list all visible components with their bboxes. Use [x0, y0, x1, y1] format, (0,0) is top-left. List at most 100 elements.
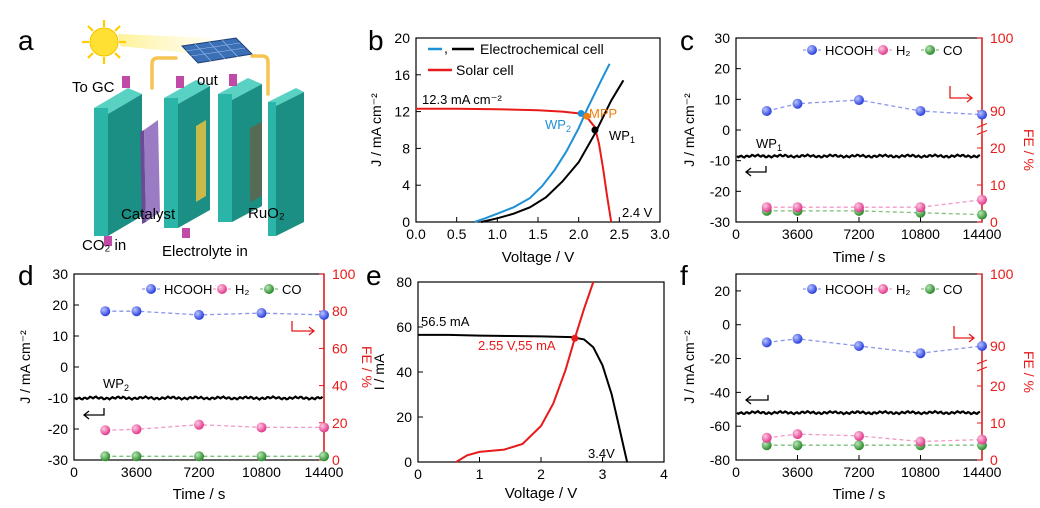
axes-d: 0 3600 7200 10800 14400 -30 -20 -10 0 10 20 30 0 20 40… — [48, 266, 356, 480]
panel-d-chart: d 0 3600 7200 10800 14400 -30 -20 -10 0 10 20 30 0 20… — [17, 260, 375, 503]
c-xtick-label: 3600 — [782, 226, 813, 242]
current-density-trace — [736, 409, 981, 416]
fe-point-hcooh — [131, 306, 142, 317]
d-r-ytick-label: 0 — [332, 452, 340, 468]
panel-label-c: c — [680, 25, 694, 56]
series-line — [416, 107, 613, 223]
series-b — [416, 63, 625, 223]
data-point — [591, 126, 599, 134]
axis-title-e-x: Voltage / V — [505, 485, 578, 502]
d-ytick-label: 30 — [52, 266, 68, 282]
f-xtick-label: 14400 — [963, 464, 1002, 480]
annotation-wp1: WP1 — [609, 128, 635, 145]
c-r-ytick-label: 0 — [990, 214, 998, 230]
fe-point-h2 — [761, 432, 772, 443]
axis-title-b-x: Voltage / V — [502, 249, 575, 266]
axis-title-e-y: I / mA — [371, 353, 387, 390]
f-ytick-label: 0 — [722, 317, 730, 333]
b-xtick-label: 1.0 — [488, 226, 508, 242]
fe-point-h2 — [100, 425, 111, 436]
panel-label-d: d — [18, 260, 34, 291]
f-r-ytick-label: 100 — [990, 266, 1014, 282]
f-ytick-label: -60 — [710, 418, 730, 434]
d-ytick-label: 0 — [60, 359, 68, 375]
c-ytick-label: -20 — [710, 183, 730, 199]
fe-point-co — [256, 451, 267, 462]
membrane-plate — [196, 120, 206, 202]
b-xtick-label: 0.0 — [406, 226, 426, 242]
axis-title-d-y-left: J / mA cm⁻² — [17, 330, 33, 404]
e-xtick-label: 3 — [599, 466, 607, 482]
fe-point-hcooh — [761, 337, 772, 348]
fe-point-hcooh — [319, 309, 329, 320]
f-legend-marker — [807, 284, 817, 294]
fe-point-hcooh — [854, 95, 864, 106]
current-density-trace — [74, 395, 324, 401]
fe-point-co — [854, 440, 864, 451]
axes-f: 0 3600 7200 10800 14400 -80 -60 -40 -20 0 20 0 10 20 9… — [710, 266, 1014, 480]
series-d: HCOOH H₂ CO — [74, 282, 329, 462]
panel-label-b: b — [368, 25, 384, 56]
d-legend-label: H₂ — [235, 282, 249, 297]
e-ytick-label: 60 — [396, 319, 412, 335]
fe-point-co — [977, 209, 987, 220]
f-legend-label: H₂ — [896, 282, 910, 297]
data-point — [571, 334, 579, 342]
axis-arrow-right — [291, 321, 316, 336]
fe-point-co — [131, 451, 142, 462]
fe-point-hcooh — [977, 341, 987, 351]
f-ytick-label: -40 — [710, 384, 730, 400]
c-ytick-label: 10 — [714, 91, 730, 107]
fe-point-hcooh — [915, 348, 926, 359]
f-xtick-label: 0 — [732, 464, 740, 480]
legend-separator: , — [444, 40, 448, 56]
d-r-ytick-label: 100 — [332, 266, 356, 282]
series-e — [418, 281, 629, 463]
fe-point-h2 — [854, 202, 864, 213]
fe-point-hcooh — [915, 106, 926, 116]
fe-point-h2 — [792, 202, 803, 213]
axis-title-f-y-right: FE / % — [1021, 351, 1037, 393]
plot-frame-e — [417, 281, 665, 463]
plot-frame-d — [73, 273, 325, 461]
fe-point-hcooh — [792, 333, 803, 344]
fe-point-h2 — [915, 202, 926, 213]
axes-b: 0.0 0.5 1.0 1.5 2.0 2.5 3.0 0 4 8 12 16 20 — [394, 30, 670, 242]
axis-title-c-y-left: J / mA cm⁻² — [681, 93, 697, 167]
fe-point-hcooh — [977, 109, 987, 120]
panel-f-chart: f 0 3600 7200 10800 14400 -80 -60 -40 -20 0 20 0 10 2… — [680, 260, 1037, 503]
c-r-ytick-label: 20 — [990, 140, 1006, 156]
d-xtick-label: 10800 — [242, 464, 281, 480]
fe-point-h2 — [194, 419, 204, 430]
fe-point-hcooh — [256, 308, 267, 319]
catalyst-plate — [140, 120, 160, 224]
e-xtick-label: 2 — [537, 466, 545, 482]
annotation-wp2: WP2 — [545, 117, 571, 134]
fe-point-co — [792, 440, 803, 451]
fe-point-co — [319, 451, 329, 462]
annotation-jsc: 12.3 mA cm⁻² — [422, 92, 502, 107]
series-line — [455, 281, 595, 463]
label-out: out — [197, 72, 219, 89]
e-xtick-label: 1 — [476, 466, 484, 482]
panel-label-a: a — [18, 25, 34, 56]
f-legend-label: HCOOH — [825, 282, 873, 297]
e-ytick-label: 20 — [396, 409, 412, 425]
axis-title-d-y-right: FE / % — [359, 346, 375, 388]
panel-c-chart: c 0 3600 7200 10800 14400 -30 -20 -10 0 10 20 30 0 10… — [680, 25, 1037, 266]
fe-point-h2 — [792, 429, 803, 440]
f-ytick-label: -20 — [710, 351, 730, 367]
b-ytick-label: 0 — [402, 214, 410, 230]
axis-title-f-y-left: J / mA cm⁻² — [681, 330, 697, 404]
fe-point-h2 — [131, 424, 142, 435]
axis-title-c-y-right: FE / % — [1021, 129, 1037, 171]
d-r-ytick-label: 60 — [332, 340, 348, 356]
fe-point-h2 — [319, 422, 329, 433]
d-legend-label: HCOOH — [164, 282, 212, 297]
c-legend-label: HCOOH — [825, 43, 873, 58]
tubing — [150, 54, 270, 96]
c-ytick-label: 0 — [722, 122, 730, 138]
d-legend-marker — [264, 284, 274, 294]
fe-point-co — [194, 451, 204, 462]
fe-point-h2 — [854, 430, 864, 441]
